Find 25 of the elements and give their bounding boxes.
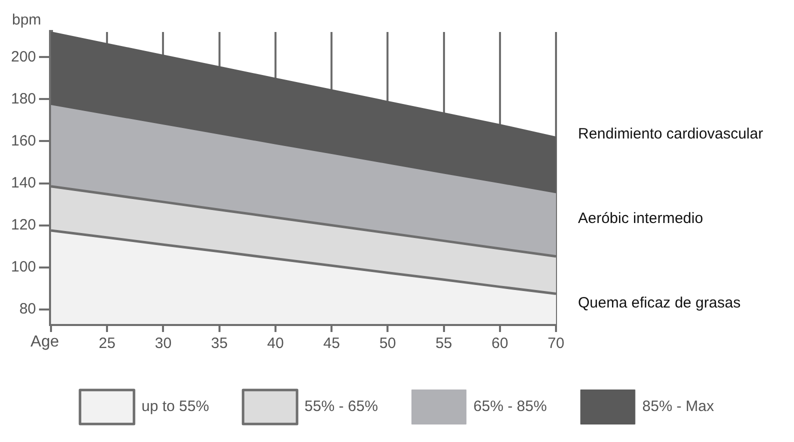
y-axis-title: bpm: [12, 12, 42, 29]
x-axis-title: Age: [30, 333, 60, 350]
x-tick-label: 45: [323, 335, 340, 352]
y-tick-label: 180: [10, 90, 36, 108]
x-tick-label: 25: [98, 335, 116, 352]
x-tick-label: 55: [435, 335, 452, 352]
y-tick-label: 140: [10, 174, 36, 192]
y-tick-label: 120: [10, 216, 36, 234]
x-tick-label: 35: [211, 335, 228, 352]
y-tick-label: 160: [10, 132, 36, 150]
legend-label: 55% - 65%: [304, 398, 378, 416]
y-tick-label: 200: [10, 48, 36, 66]
text: Aeróbic intermedio: [578, 210, 704, 228]
legend-label: up to 55%: [142, 398, 210, 416]
legend-label: 85% - Max: [642, 398, 714, 416]
text: Rendimiento cardiovascular: [578, 125, 764, 142]
x-tick-label: 70: [548, 335, 564, 352]
x-tick-label: 60: [492, 335, 508, 352]
x-tick-label: 50: [379, 335, 396, 352]
y-tick-label: 80: [19, 300, 36, 318]
x-tick-label: 30: [154, 335, 172, 352]
x-tick-label: 40: [267, 335, 284, 352]
y-tick-label: 100: [10, 258, 36, 276]
legend-label: 65% - 85%: [473, 398, 547, 416]
text: Quema eficaz de grasas: [578, 294, 741, 312]
